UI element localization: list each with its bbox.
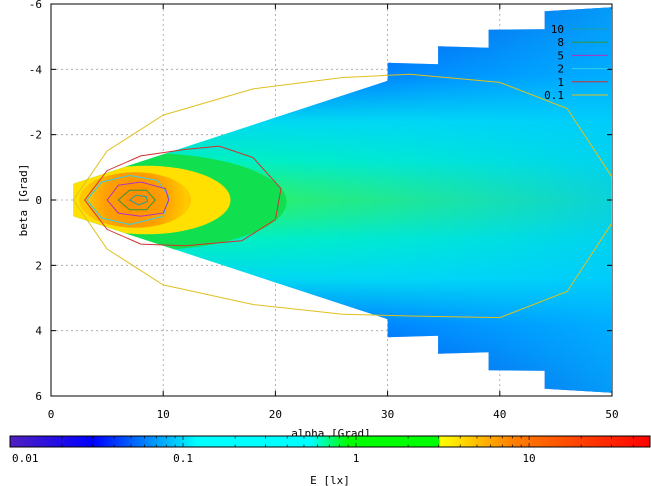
legend-label: 0.1 [544, 89, 564, 102]
colorbar-tick-label: 0.1 [173, 452, 193, 465]
colorbar-ticks: 0.01 0.1 1 10 [9, 436, 651, 465]
y-tick-label: 6 [35, 390, 42, 403]
y-tick-label: 2 [35, 259, 42, 272]
x-tick-label: 30 [381, 408, 394, 421]
legend-label: 2 [557, 63, 564, 76]
y-tick-label: -4 [29, 63, 43, 76]
contour-0_1 [72, 73, 612, 319]
legend-label: 8 [557, 36, 564, 49]
contour-8 [117, 189, 156, 211]
contour-10 [128, 194, 149, 206]
y-tick-label: -2 [29, 129, 42, 142]
contour-1 [84, 145, 282, 247]
y-tick-label: 0 [35, 194, 42, 207]
y-tick-label: 4 [35, 325, 42, 338]
colorbar-label: E [lx] [310, 474, 350, 486]
contour-lines [72, 73, 612, 319]
x-tick-label: 50 [605, 408, 618, 421]
legend-label: 5 [557, 49, 564, 62]
legend-label: 1 [557, 76, 564, 89]
x-tick-label: 10 [157, 408, 170, 421]
x-tick-label: 0 [48, 408, 55, 421]
y-axis-ticks: -6 -4 -2 0 2 4 6 [29, 0, 612, 403]
colorbar-tick-label: 10 [522, 452, 535, 465]
contour-5 [106, 181, 170, 217]
x-tick-label: 40 [493, 408, 506, 421]
colorbar-tick-label: 0.01 [12, 452, 39, 465]
contour-2 [86, 174, 170, 226]
y-tick-label: -6 [29, 0, 42, 11]
colorbar-tick-label: 1 [353, 452, 360, 465]
colorbar [9, 435, 651, 448]
y-axis-label: beta [Grad] [17, 164, 30, 237]
legend-label: 10 [551, 23, 564, 36]
x-axis-ticks: 0 10 20 30 40 50 [48, 4, 619, 421]
heatmap-orange-zone [79, 172, 192, 228]
x-tick-label: 20 [269, 408, 282, 421]
